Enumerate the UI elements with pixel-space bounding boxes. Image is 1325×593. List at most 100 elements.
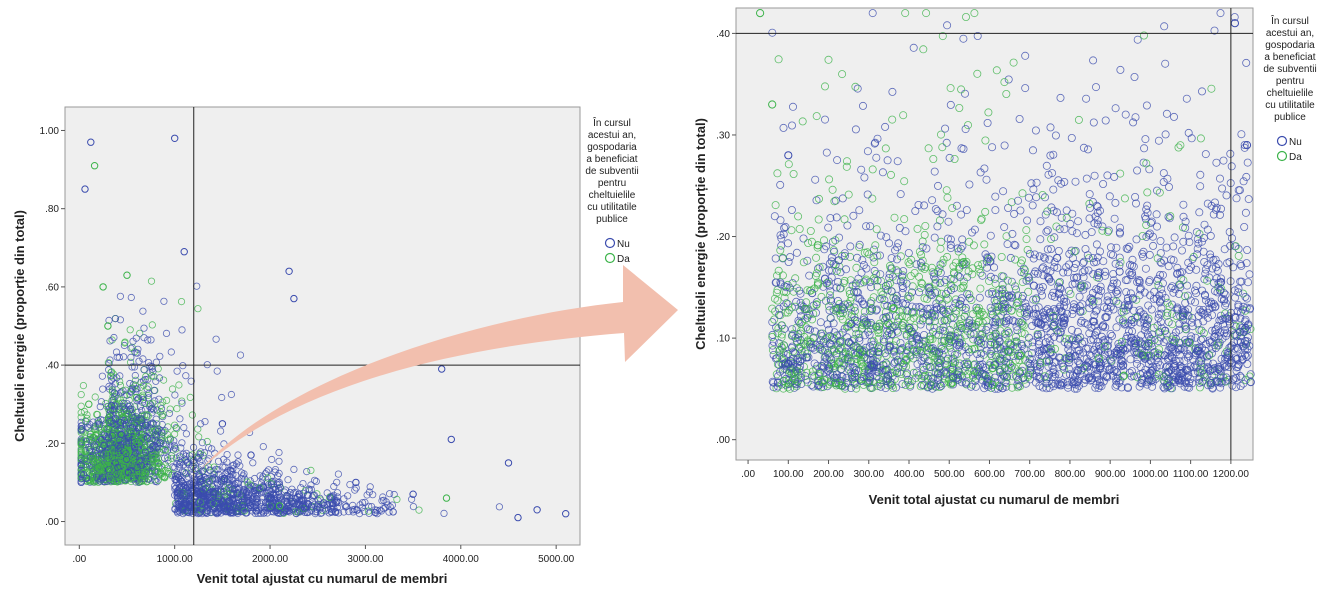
left-scatter-point [212,335,220,343]
left-scatter-point [179,362,187,370]
left-scatter-point [172,472,180,480]
left-scatter-point [180,468,188,476]
left-scatter-point [495,503,503,511]
left-scatter-point [214,457,223,465]
left-scatter-point [159,413,167,421]
left-scatter-point [114,426,122,434]
left-scatter-point [146,362,154,370]
left-scatter-point [144,412,152,420]
left-scatter-point [173,404,181,413]
left-y-tick-label: .00 [45,517,59,528]
left-scatter-point [163,446,172,454]
left-scatter-point [234,451,242,459]
left-scatter-point [122,449,130,458]
left-y-tick-label: .40 [45,361,59,372]
left-scatter-point [275,457,283,465]
left-scatter-point [228,497,236,505]
left-scatter-point [162,329,171,337]
left-scatter-point [114,394,122,403]
left-scatter-point [152,443,160,452]
left-scatter-point [111,380,120,388]
left-scatter-point [340,508,348,516]
left-scatter-point [317,496,325,504]
left-scatter-point [313,505,321,513]
left-scatter-point [209,499,217,507]
left-scatter-point [188,411,196,419]
left-scatter-point [181,487,189,495]
left-scatter-point [366,483,374,491]
left-scatter-point [172,454,180,462]
left-scatter-point [227,390,235,399]
left-scatter-point [142,421,150,429]
left-scatter-point [363,491,371,499]
left-scatter-point [246,484,254,492]
left-scatter-point [209,483,217,491]
left-scatter-point [178,326,186,334]
left-scatter-point [127,293,135,302]
left-y-tick-label: 1.00 [40,126,60,137]
left-scatter-point [194,498,202,506]
left-y-tick-label: .80 [45,204,59,215]
left-scatter-point [156,352,164,360]
left-scatter-point [149,446,158,454]
left-scatter-point [178,399,186,407]
left-scatter-point [105,366,113,374]
left-scatter-point [136,383,144,392]
left-scatter-point [228,474,236,482]
left-scatter-point [297,496,306,504]
left-scatter-point [128,384,137,392]
left-scatter-point [120,406,128,415]
left-scatter-point [128,363,136,371]
left-scatter-point [106,411,114,419]
left-scatter-point [393,495,401,503]
left-scatter-point [256,500,264,508]
left-scatter-point [379,493,387,501]
left-scatter-point [150,373,158,381]
left-scatter-point [324,501,332,509]
left-scatter-point [111,314,120,323]
left-scatter-point [265,496,273,504]
left-scatter-point [358,499,367,507]
left-scatter-point [145,358,153,367]
left-scatter-point [142,421,150,430]
left-scatter-point [149,419,157,427]
left-scatter-point [79,381,88,390]
left-scatter-point [275,469,283,477]
left-scatter-point [77,418,85,426]
left-scatter-point [303,467,311,476]
left-scatter-point [136,430,144,439]
left-scatter-point [364,507,373,515]
left-scatter-point [185,496,193,504]
left-scatter-point [194,305,202,313]
left-scatter-point [187,377,195,385]
left-scatter-point [290,465,298,473]
left-x-tick-label: 1000.00 [157,554,194,565]
left-scatter-point [89,418,97,426]
left-scatter-point [92,447,100,455]
left-scatter-point [132,472,141,480]
left-scatter-point [275,448,283,457]
left-scatter-point [120,399,128,407]
left-scatter-point [132,334,140,342]
left-scatter-point [259,442,267,451]
left-scatter-point [178,397,186,405]
left-scatter-point [356,501,364,509]
left-scatter-point [147,420,155,428]
left-scatter-point [144,394,153,402]
left-y-tick-label: .60 [45,282,59,293]
left-scatter-point [122,386,130,394]
left-scatter-point [268,455,276,464]
left-scatter-point [139,307,147,315]
left-scatter-point [385,490,394,498]
left-scatter-point [101,477,109,486]
left-scatter-point [266,495,274,503]
left-scatter-point [77,445,85,453]
left-scatter-point [389,508,397,516]
left-scatter-point [130,453,138,461]
left-scatter-point [158,420,166,429]
left-scatter-point [142,467,151,476]
left-scatter-point [105,420,114,428]
left-scatter-point [117,421,125,430]
left-scatter-point [325,493,334,502]
